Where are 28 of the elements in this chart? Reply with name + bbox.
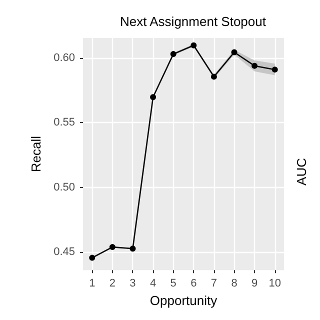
- x-tick-label: 6: [190, 278, 197, 290]
- x-tick-label: 9: [252, 278, 258, 290]
- text: AUC: [294, 158, 309, 186]
- point: [210, 74, 217, 80]
- point: [252, 62, 258, 69]
- x-axis-title: Opportunity: [150, 293, 218, 308]
- point: [109, 244, 116, 250]
- x-tick-label: 2: [109, 278, 116, 290]
- point: [89, 254, 96, 261]
- point: [272, 66, 278, 73]
- y-axis-title: Recall: [28, 136, 44, 172]
- point: [150, 94, 156, 100]
- x-tick-label: 7: [210, 278, 218, 290]
- point: [231, 49, 238, 56]
- x-tick-label: 8: [231, 278, 238, 290]
- x-tick-label: 5: [170, 278, 176, 290]
- x-tick-label: 3: [130, 278, 136, 290]
- x-tick-label: 1: [89, 278, 96, 290]
- chart-title: Next Assignment Stopout: [120, 14, 266, 29]
- y-tick-label: 0.45: [54, 246, 75, 258]
- y-tick-label: 0.50: [54, 181, 75, 194]
- x-tick-label: 10: [268, 278, 281, 290]
- point: [170, 51, 176, 58]
- point: [190, 42, 197, 48]
- x-tick-label: 4: [150, 278, 156, 290]
- point: [130, 246, 136, 252]
- y-tick-label: 0.55: [54, 116, 75, 129]
- y-tick-label: 0.60: [54, 52, 75, 64]
